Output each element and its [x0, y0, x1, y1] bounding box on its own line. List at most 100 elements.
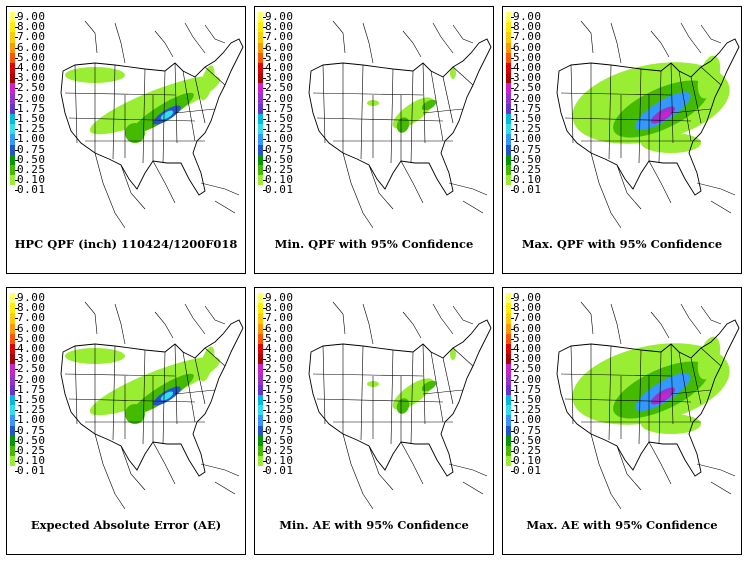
legend-entry: 5.00	[506, 51, 556, 64]
legend-entry: 8.00	[258, 20, 308, 34]
legend-swatch	[506, 435, 511, 447]
legend-tick	[15, 389, 18, 391]
mexico-boundary	[616, 445, 642, 491]
legend-tick	[263, 308, 266, 310]
canada-boundary	[362, 22, 374, 64]
legend-label: 5.00	[17, 50, 46, 64]
state-boundary	[700, 66, 722, 86]
legend-swatch	[506, 103, 511, 115]
precip-area	[392, 378, 434, 410]
legend-entry: 0.75	[506, 142, 556, 156]
legend-swatch	[10, 303, 15, 315]
panel-caption: HPC QPF (inch) 110424/1200F018	[14, 237, 238, 251]
legend-tick	[263, 369, 266, 371]
legend-swatch	[10, 134, 15, 146]
legend-swatch	[10, 175, 15, 187]
mexico-boundary	[214, 481, 236, 495]
canada-boundary	[114, 22, 126, 64]
legend-swatch	[258, 63, 263, 74]
legend-label: 4.00	[513, 61, 542, 74]
legend-swatch	[506, 52, 511, 64]
state-boundary	[182, 351, 196, 423]
legend-swatch	[506, 93, 511, 105]
legend-tick	[511, 180, 514, 182]
legend-tick	[263, 68, 266, 69]
legend-swatch	[506, 415, 511, 427]
legend-entry: 1.50	[506, 394, 556, 406]
legend-entry: 0.75	[10, 424, 60, 437]
legend-swatch	[258, 52, 263, 64]
state-boundary	[316, 398, 444, 403]
legend-swatch	[10, 144, 15, 156]
legend-entry: 0.75	[258, 424, 308, 437]
state-boundary	[422, 343, 426, 425]
state-boundary	[560, 92, 672, 96]
legend-tick	[511, 68, 514, 69]
state-boundary	[64, 92, 176, 96]
legend-tick	[15, 349, 18, 350]
legend-swatch	[258, 293, 263, 304]
legend-entry: 8.00	[258, 302, 308, 315]
legend-swatch	[506, 83, 511, 95]
legend-tick	[263, 410, 266, 412]
legend-label: 5.00	[265, 331, 294, 345]
legend-label: 8.00	[265, 20, 294, 34]
legend-entry: 1.00	[506, 414, 556, 427]
legend-label: 0.75	[513, 142, 542, 156]
legend-label: 0.75	[513, 423, 542, 437]
legend-swatch	[506, 293, 511, 304]
legend-swatch	[506, 323, 511, 335]
legend-entry: 0.10	[258, 455, 308, 468]
legend-label: 0.01	[265, 464, 294, 478]
legend-swatch	[506, 42, 511, 54]
legend-swatch	[10, 466, 15, 478]
panel-caption: Max. AE with 95% Confidence	[526, 518, 718, 532]
mexico-boundary	[590, 152, 622, 229]
legend-swatch	[258, 12, 263, 23]
precip-area	[660, 392, 670, 400]
state-boundary	[390, 349, 394, 445]
legend-swatch	[258, 323, 263, 335]
legend-swatch	[10, 405, 15, 417]
legend-swatch	[10, 32, 15, 44]
legend-label: 7.00	[17, 30, 46, 44]
legend-tick	[511, 159, 514, 161]
legend-swatch	[506, 165, 511, 176]
legend-tick	[511, 471, 514, 473]
us-outline	[308, 319, 492, 477]
legend-tick	[511, 119, 514, 120]
legend-swatch	[258, 175, 263, 187]
state-boundary	[564, 398, 692, 403]
legend-tick	[15, 139, 18, 141]
legend-label: 0.50	[513, 152, 542, 166]
legend-tick	[15, 440, 18, 442]
legend-swatch	[258, 344, 263, 355]
legend-swatch	[506, 303, 511, 315]
legend-label: 0.10	[265, 173, 294, 187]
legend-swatch	[506, 154, 511, 166]
mexico-boundary	[616, 164, 642, 210]
state-boundary	[690, 76, 702, 124]
state-boundary	[670, 343, 674, 425]
legend-entry: 2.00	[10, 92, 60, 105]
legend-entry: 6.00	[258, 322, 308, 335]
legend-entry: 6.00	[506, 322, 556, 335]
legend-entry: 1.50	[506, 113, 556, 125]
state-boundary	[638, 68, 642, 164]
mexico-boundary	[94, 433, 126, 510]
legend-label: 6.00	[17, 40, 46, 54]
legend-entry: 9.00	[506, 11, 556, 23]
legend-swatch	[506, 32, 511, 44]
legend-label: 1.75	[265, 382, 294, 396]
legend-swatch	[258, 32, 263, 44]
legend-tick	[263, 359, 266, 361]
legend-tick	[15, 88, 18, 90]
legend-entry: 1.25	[258, 404, 308, 417]
legend-label: 0.50	[265, 433, 294, 447]
legend-label: 6.00	[17, 321, 46, 335]
state-boundary	[422, 389, 464, 395]
canada-boundary	[650, 30, 670, 58]
legend-entry: 9.00	[10, 11, 60, 23]
state-boundary	[700, 347, 722, 367]
legend-entry: 0.25	[10, 445, 60, 457]
